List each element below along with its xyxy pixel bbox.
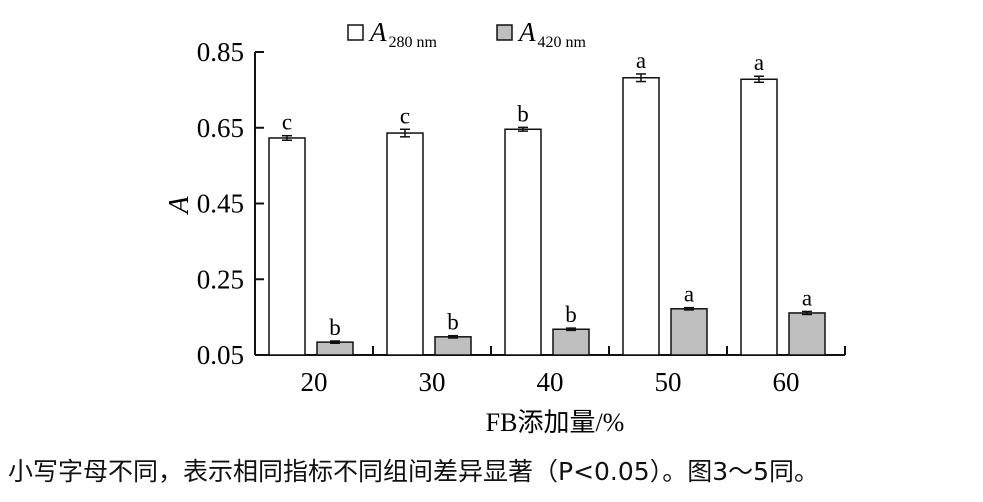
legend-swatch: [347, 24, 364, 41]
x-tick-label: 30: [419, 367, 446, 397]
x-tick-label: 40: [537, 367, 564, 397]
legend: A 280 nm A 420 nm: [347, 17, 587, 51]
significance-letter: b: [517, 101, 529, 126]
legend-label: A 420 nm: [517, 17, 587, 51]
x-tick-label: 60: [773, 367, 800, 397]
bar-a420-40: [552, 328, 590, 356]
significance-letter: a: [636, 48, 646, 73]
y-tick-label: 0.05: [197, 340, 244, 370]
legend-swatch: [496, 24, 513, 41]
y-tick-label: 0.45: [197, 189, 244, 219]
bar-a420-30: [434, 336, 472, 356]
y-axis: 0.05 0.25 0.45 0.65 0.85: [197, 37, 264, 370]
bar-a280-20: [268, 137, 306, 356]
bar-a280-30: [386, 132, 424, 356]
bar-a420-60: [788, 312, 826, 356]
y-tick-label: 0.65: [197, 113, 244, 143]
significance-letter: b: [329, 315, 341, 340]
y-tick-label: 0.25: [197, 264, 244, 294]
x-tick-label: 20: [301, 367, 328, 397]
figure-caption: 小写字母不同，表示相同指标不同组间差异显著（P<0.05）。图3～5同。: [8, 457, 820, 486]
bar-a280-40: [504, 128, 542, 356]
bar-a420-20: [316, 341, 354, 356]
significance-letter: c: [400, 103, 410, 128]
bar-a280-60: [740, 78, 778, 356]
bar-a420-50: [670, 308, 708, 356]
y-tick-label: 0.85: [197, 37, 244, 67]
significance-letter: b: [565, 302, 577, 327]
significance-letter: a: [802, 285, 812, 310]
significance-letter: c: [282, 110, 292, 135]
x-tick-label: 50: [655, 367, 682, 397]
significance-letter: b: [447, 310, 459, 335]
bars: c c b a a b b b a a: [268, 48, 826, 356]
bar-chart: A 280 nm A 420 nm 0.05 0.25 0.45 0.65 0.85 20 30…: [164, 17, 846, 437]
legend-label: A 280 nm: [368, 17, 438, 51]
y-axis-label: A: [164, 196, 195, 216]
bar-a280-50: [622, 77, 660, 356]
significance-letter: a: [754, 50, 764, 75]
x-axis-label: FB添加量/%: [486, 408, 625, 437]
significance-letter: a: [684, 282, 694, 307]
